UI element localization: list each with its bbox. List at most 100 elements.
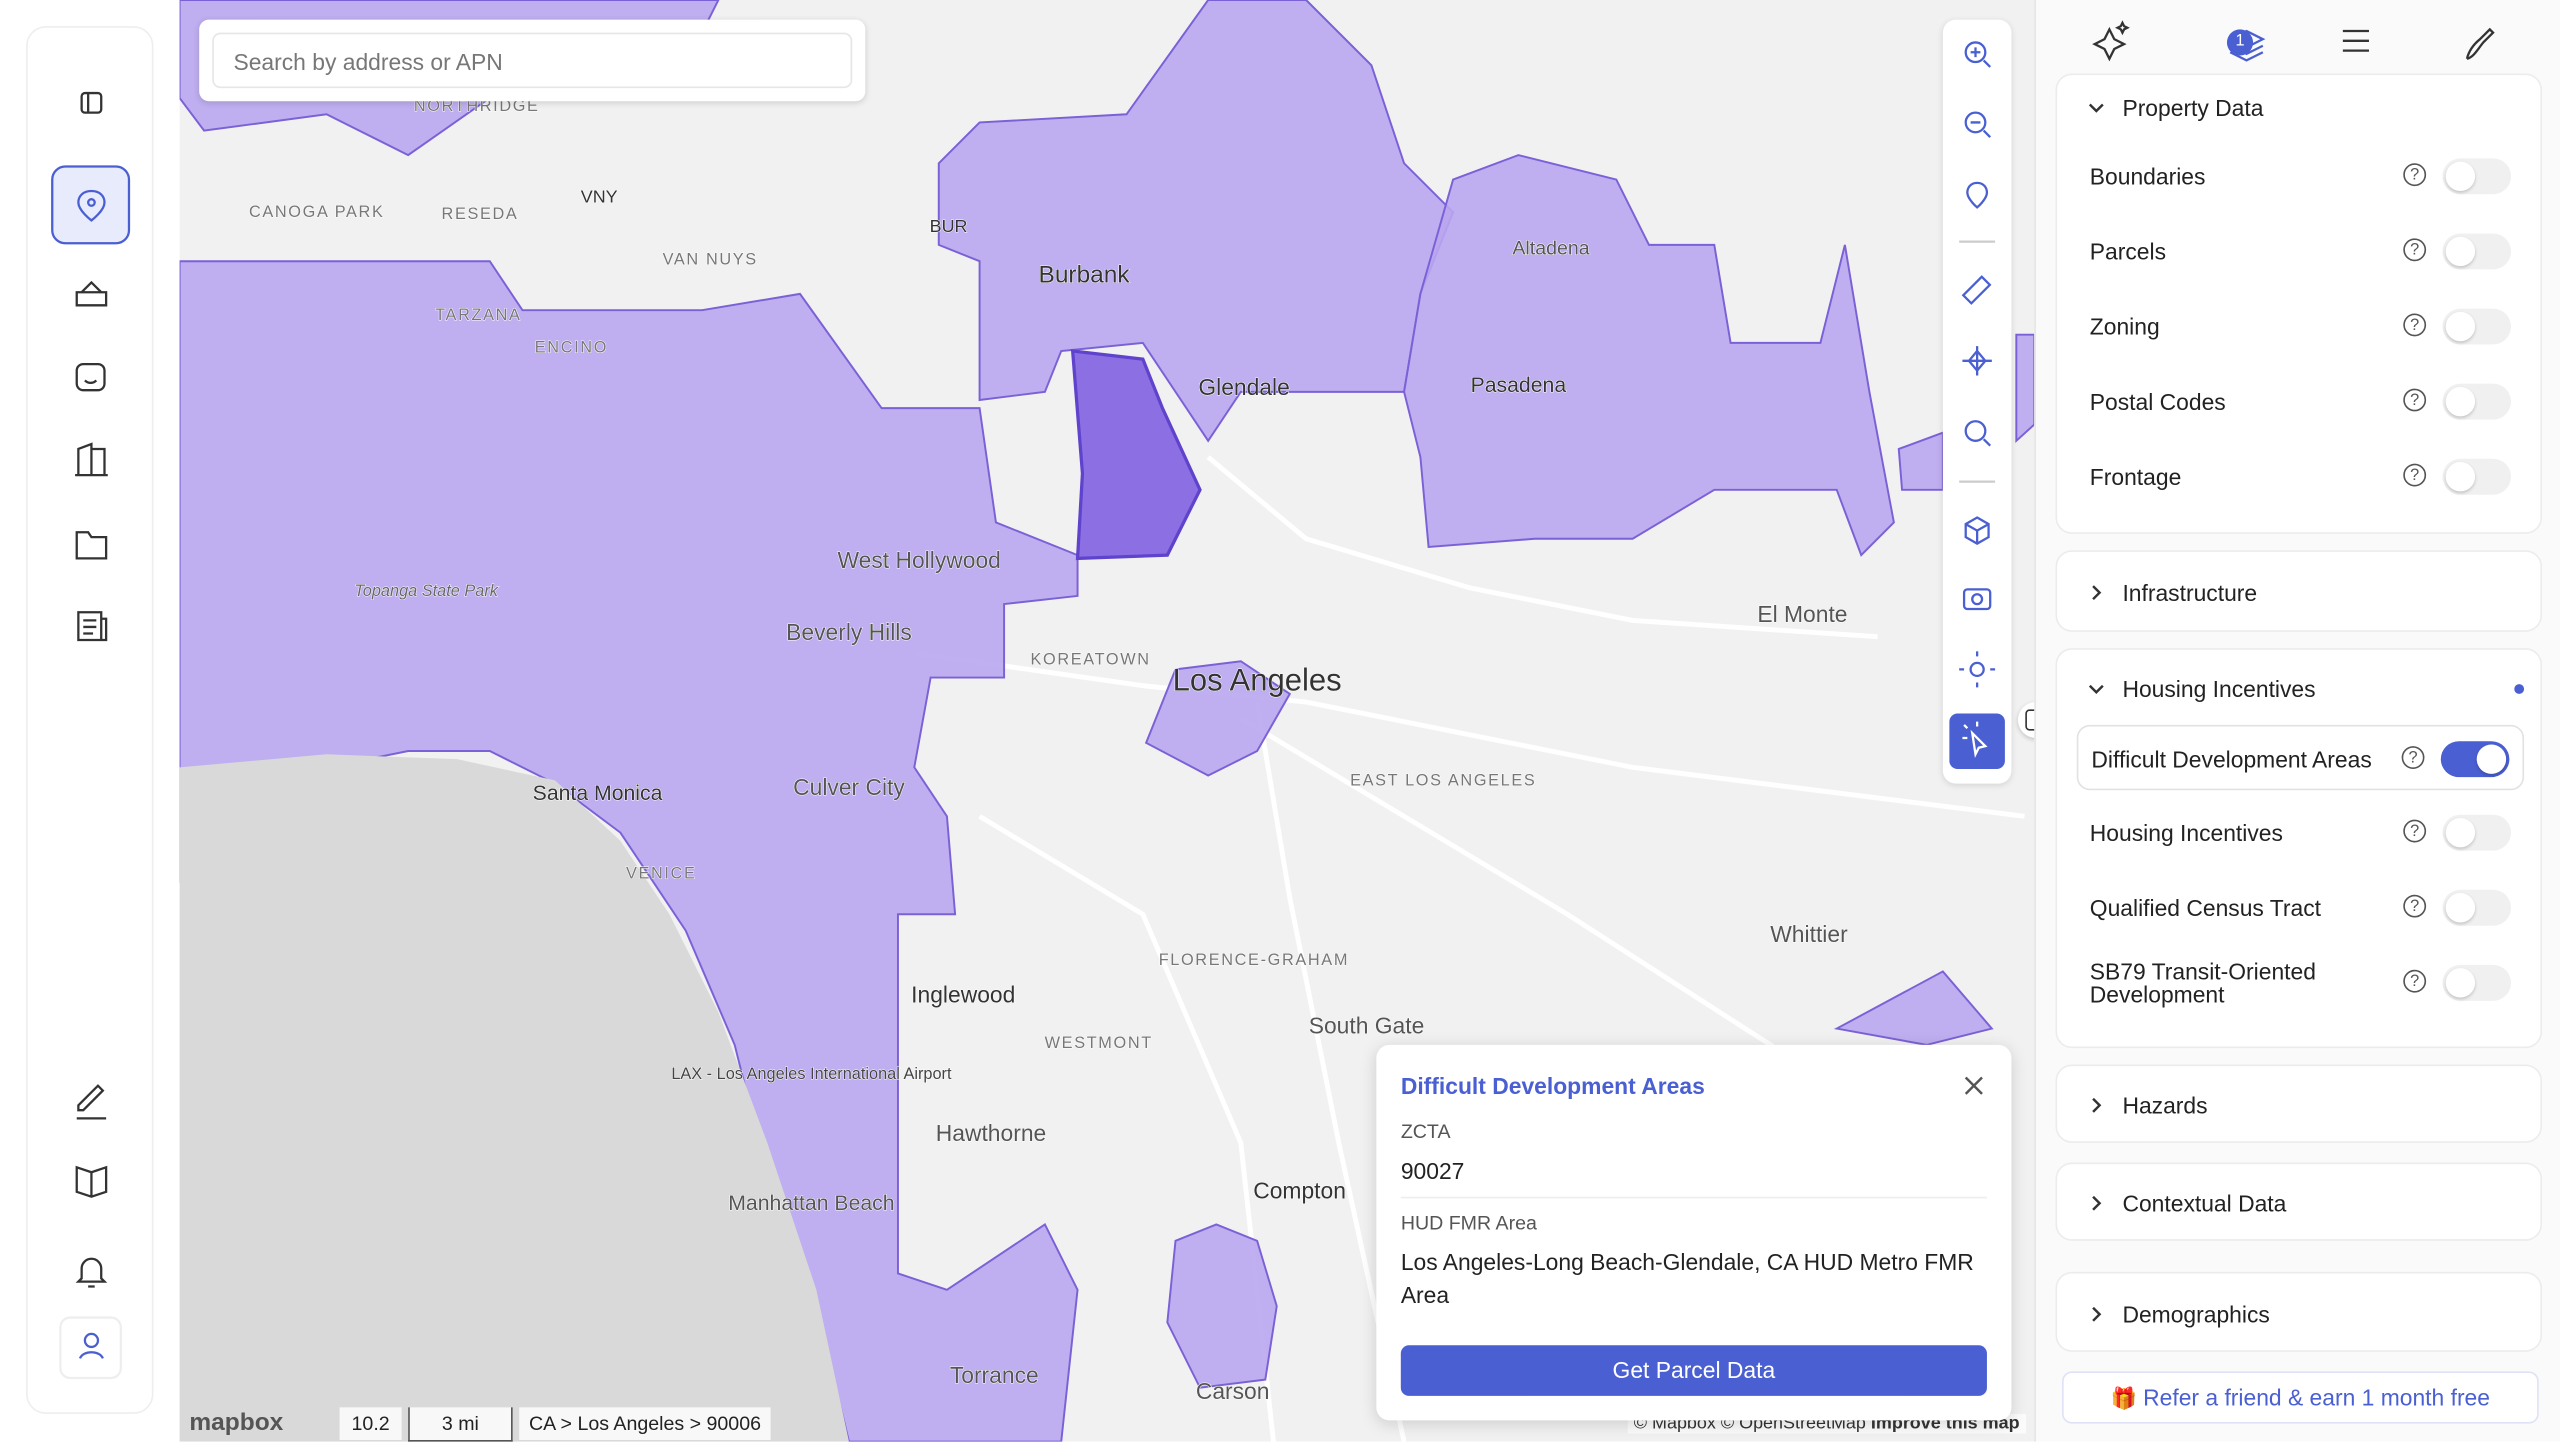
place-label: EAST LOS ANGELES [1350,771,1536,789]
nav-guide[interactable] [75,1165,108,1198]
layer-name: Boundaries [2089,163,2206,190]
field-label: ZCTA [1400,1119,1451,1143]
zoom-out[interactable] [1964,111,1987,134]
toggle-knob [2445,386,2476,417]
place-label: Pasadena [1471,374,1567,397]
referral-button[interactable]: 🎁 Refer a friend & earn 1 month free [2062,1371,2539,1424]
tab-filters[interactable] [2342,29,2369,52]
breadcrumb: CA > Los Angeles > 90006 [519,1407,771,1440]
divider [1400,1196,1987,1199]
chevron-path [2092,1097,2102,1113]
layer-toggle[interactable] [2442,814,2512,851]
nav-account[interactable] [59,1316,122,1380]
center[interactable] [1962,346,1992,376]
layer-row: SB79 Transit-Oriented Development? [2077,950,2524,1015]
place-label: Compton [1253,1177,1346,1203]
popup-close[interactable] [1962,1074,1985,1097]
chevron [2092,585,2102,601]
zoom-area[interactable] [1964,420,1987,442]
nav-folder[interactable] [75,531,108,560]
layer-name: Qualified Census Tract [2089,894,2322,921]
panel-tabs [2092,20,2495,84]
layer-section: Demographics [2055,1271,2543,1352]
locate[interactable] [1966,181,1989,209]
help-icon[interactable]: ? [2401,746,2425,769]
help-icon[interactable]: ? [2403,313,2427,337]
layer-row: Qualified Census Tract? [2077,875,2524,940]
place-label: Los Angeles [1173,663,1342,698]
layer-toggle[interactable] [2440,741,2510,778]
section-title[interactable]: Demographics [2122,1300,2270,1327]
zcta-areas[interactable] [179,0,2035,1442]
layer-name: Parcels [2089,238,2167,265]
nav-deals[interactable] [75,280,108,307]
layer-name: Zoning [2089,313,2160,340]
help-icon[interactable]: ? [2403,388,2427,412]
layer-section: Property Data Boundaries? Parcels? Zoning? P… [2055,73,2543,534]
tab-ai[interactable] [2092,20,2130,62]
zoom-in[interactable] [1964,41,1987,64]
selected-area[interactable] [1070,349,1202,561]
layer-toggle[interactable] [2442,889,2512,926]
toggle-sidebar[interactable] [80,91,103,114]
tab-draw[interactable] [2465,27,2495,60]
zoom-level: 10.2 [339,1407,402,1440]
layer-row: Frontage? [2077,444,2524,509]
search-box[interactable]: Search by address or APN [199,19,866,102]
toggle-knob [2476,744,2507,774]
layer-row: Postal Codes? [2077,369,2524,434]
section-title[interactable]: Hazards [2122,1092,2208,1119]
search-input[interactable]: Search by address or APN [212,32,853,89]
layer-toggle[interactable] [2442,158,2512,195]
get-parcel-button[interactable]: Get Parcel Data [1400,1345,1987,1396]
nav-buildings[interactable] [75,442,108,477]
place-label: NORTHRIDGE [414,97,540,115]
nav-ai[interactable] [75,362,106,392]
place-label: BUR [930,216,968,236]
screenshot[interactable] [1962,588,1992,611]
control-icons [1949,41,2005,769]
layer-row: Housing Incentives? [2077,800,2524,865]
place-label: Altadena [1512,238,1589,260]
nav-reports[interactable] [77,611,108,642]
layer-toggle[interactable] [2442,458,2512,495]
layer-name: Difficult Development Areas [2091,746,2372,773]
ocean [179,754,849,1442]
place-label: South Gate [1309,1012,1425,1038]
info-popup: Difficult Development Areas Get Parcel D… [1376,1044,2012,1421]
layers-panel: 1 🎁 Refer a friend & earn 1 month free P… [2034,0,2560,1442]
measure[interactable] [1961,275,1992,305]
help-icon[interactable]: ? [2403,163,2427,187]
map-labels: Burbank Glendale Pasadena Los Angeles West H… [248,97,1848,1405]
help-icon[interactable]: ? [2403,969,2427,993]
layer-toggle[interactable] [2442,233,2512,270]
place-label: Inglewood [911,981,1015,1007]
section-title[interactable]: Infrastructure [2122,579,2258,606]
map[interactable]: Burbank Glendale Pasadena Los Angeles West H… [179,0,2035,1442]
roads [913,455,2025,1442]
section-title[interactable]: Property Data [2122,94,2264,121]
place-label: WESTMONT [1045,1034,1153,1052]
chevron-path [2092,585,2102,601]
3d[interactable] [1964,516,1990,545]
nav-edit[interactable] [76,1084,107,1120]
layer-toggle[interactable] [2442,308,2512,345]
place-label: TARZANA [435,306,521,324]
toggle-knob [2445,236,2476,267]
help-icon[interactable]: ? [2403,894,2427,918]
nav-notifications[interactable] [75,1257,108,1288]
section-title[interactable]: Contextual Data [2122,1190,2287,1217]
help-icon[interactable]: ? [2403,238,2427,262]
layer-toggle[interactable] [2442,964,2512,1001]
brightness[interactable] [1969,661,1985,678]
layer-toggle[interactable] [2442,383,2512,420]
layer-row: Boundaries? [2077,144,2524,209]
help-icon[interactable]: ? [2403,463,2427,487]
place-label: Beverly Hills [786,619,912,645]
help-icon[interactable]: ? [2403,819,2427,843]
select-tool[interactable] [1949,713,2005,769]
section-title[interactable]: Housing Incentives [2122,675,2316,703]
map-controls [1942,19,2012,784]
